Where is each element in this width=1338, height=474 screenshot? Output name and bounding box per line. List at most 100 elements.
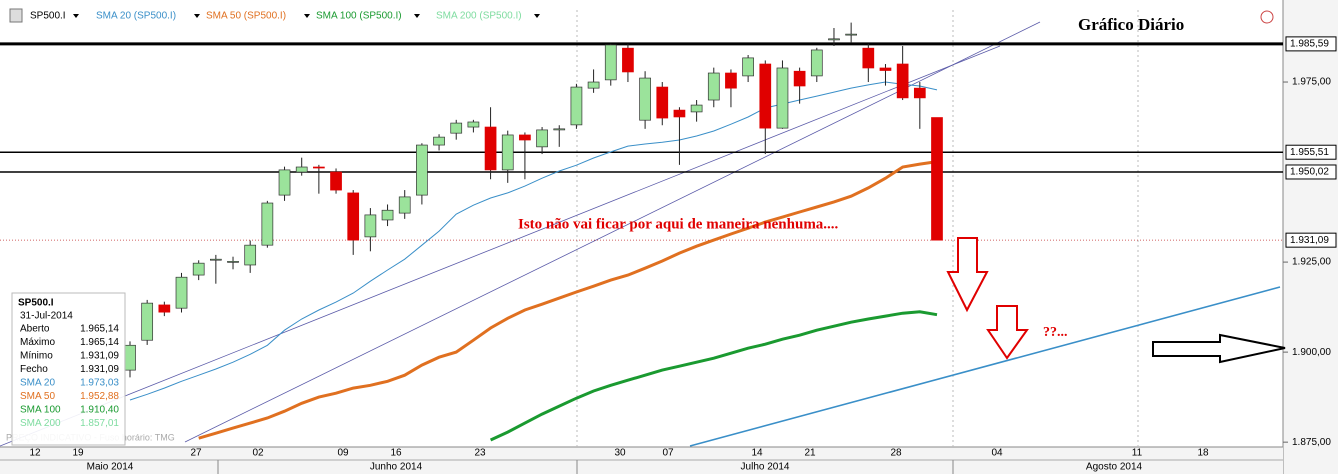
trend-line — [689, 286, 1281, 447]
month-label: Maio 2014 — [87, 462, 134, 473]
candle — [776, 60, 789, 129]
chart-title: Gráfico Diário — [1078, 15, 1184, 34]
info-date: 31-Jul-2014 — [20, 311, 73, 322]
toolbar-item[interactable]: SMA 100 (SP500.I) — [316, 11, 402, 22]
candle — [810, 47, 823, 83]
dropdown-arrow[interactable] — [194, 14, 200, 18]
level-label: 1.931,09 — [1290, 235, 1329, 246]
y-tick-label: 1.900,00 — [1292, 347, 1331, 358]
info-label: SMA 100 — [20, 405, 61, 416]
candle-body — [622, 47, 634, 73]
candle — [381, 204, 394, 227]
x-tick-label: 12 — [29, 448, 41, 459]
candle — [604, 43, 617, 86]
candle-body — [227, 261, 239, 263]
candle — [707, 67, 720, 108]
candle — [519, 132, 531, 180]
level-label: 1.985,59 — [1290, 39, 1329, 50]
candle-body — [261, 202, 274, 246]
candle-body — [433, 136, 445, 146]
candle-body — [467, 121, 480, 128]
candle-body — [519, 134, 531, 141]
x-tick-label: 30 — [614, 448, 626, 459]
x-tick-label: 18 — [1197, 448, 1209, 459]
level-label: 1.950,02 — [1290, 167, 1329, 178]
candle-body — [828, 38, 840, 41]
annotation: ??... — [1043, 325, 1068, 340]
x-tick-label: 19 — [72, 448, 84, 459]
arrows — [946, 237, 1286, 364]
candle-body — [793, 70, 806, 87]
toolbar-item[interactable]: SMA 200 (SP500.I) — [436, 11, 522, 22]
info-value: 1.931,09 — [80, 351, 119, 362]
toolbar-item[interactable]: SMA 20 (SP500.I) — [96, 11, 176, 22]
x-tick-label: 11 — [1132, 448, 1143, 459]
candle-body — [330, 171, 342, 191]
candle — [416, 143, 428, 205]
dropdown-arrow[interactable] — [304, 14, 310, 18]
candle-body — [313, 166, 325, 169]
candle-body — [707, 72, 720, 101]
x-tick-label: 09 — [337, 448, 349, 459]
candle — [759, 60, 772, 155]
info-value: 1.952,88 — [80, 391, 119, 402]
clock-icon[interactable] — [1260, 10, 1274, 24]
candle-body — [587, 81, 600, 89]
info-label: SMA 20 — [20, 378, 55, 389]
down-arrow — [946, 237, 989, 313]
candle — [725, 69, 737, 108]
candle-body — [656, 86, 669, 119]
dropdown-arrow[interactable] — [73, 14, 79, 18]
candle — [793, 67, 806, 104]
toolbar-item[interactable]: SP500.I — [30, 11, 66, 22]
candle — [210, 254, 222, 284]
candle — [931, 117, 943, 241]
y-tick-label: 1.925,00 — [1292, 257, 1331, 268]
candle — [845, 22, 857, 43]
candle-body — [398, 196, 411, 214]
candle — [896, 46, 909, 101]
candle-body — [175, 276, 188, 309]
candle-body — [862, 47, 875, 69]
info-value: 1.857,01 — [80, 418, 119, 429]
info-title: SP500.I — [18, 298, 54, 309]
candle — [227, 256, 239, 270]
candle-body — [158, 304, 171, 313]
sma-line — [129, 81, 938, 401]
x-tick-label: 16 — [390, 448, 402, 459]
y-tick-label: 1.875,00 — [1292, 437, 1331, 448]
month-label: Junho 2014 — [370, 462, 423, 473]
annotation: Isto não vai ficar por aqui de maneira n… — [518, 216, 839, 232]
candle-body — [604, 44, 617, 81]
plot — [0, 22, 1283, 442]
candle-body — [845, 33, 857, 36]
level-label-box — [1285, 232, 1337, 248]
level-label-box — [1285, 164, 1337, 180]
sma-line — [198, 160, 938, 440]
info-label: SMA 50 — [20, 391, 55, 402]
candle — [587, 69, 600, 93]
candle — [828, 28, 840, 47]
candle — [398, 190, 411, 219]
x-tick-label: 07 — [662, 448, 674, 459]
toolbar-item[interactable]: SMA 50 (SP500.I) — [206, 11, 286, 22]
candle — [484, 107, 497, 180]
candle-body — [776, 67, 789, 129]
toolbar-icon[interactable] — [9, 8, 23, 23]
candle-body — [347, 192, 360, 241]
candle-body — [725, 72, 737, 89]
dropdown-arrow[interactable] — [534, 14, 540, 18]
candle-body — [810, 49, 823, 77]
dropdown-arrow[interactable] — [414, 14, 420, 18]
candle-body — [570, 86, 583, 126]
right-arrow — [1152, 333, 1286, 364]
candle — [295, 157, 308, 176]
candle — [175, 272, 188, 313]
candle — [553, 125, 566, 147]
candle — [639, 71, 651, 129]
candle — [536, 127, 548, 155]
info-value: 1.931,09 — [80, 364, 119, 375]
candle-body — [381, 209, 394, 221]
month-label: Julho 2014 — [741, 462, 790, 473]
